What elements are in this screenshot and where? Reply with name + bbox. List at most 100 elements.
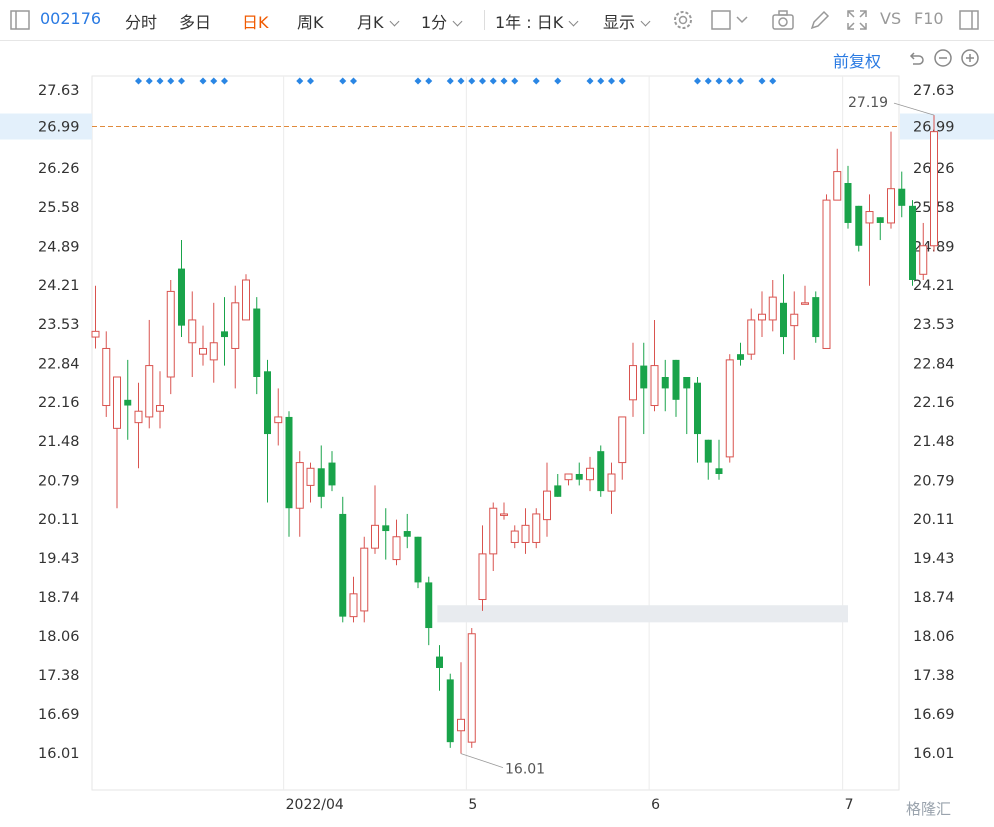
zoom-out-icon[interactable] [933,48,953,68]
zoom-in-icon[interactable] [960,48,980,68]
candle [865,194,874,286]
chevron-down-icon[interactable] [735,8,749,32]
ref-price-highlight [0,113,92,140]
y-tick-label: 16.01 [38,746,80,762]
signal-marker [468,77,476,85]
candle-body [457,718,465,732]
candle [909,200,916,286]
stock-code[interactable]: 002176 [40,9,102,28]
y-tick-label: 22.84 [38,356,80,372]
candle [231,285,240,389]
vs-compare-button[interactable]: VS [880,9,902,28]
pen-draw-icon[interactable] [808,8,832,32]
candle-body [855,205,863,246]
candles [91,115,938,754]
panel-toggle-icon[interactable] [957,8,981,32]
candle-body [295,462,304,509]
candle [436,645,443,691]
settings-gear-icon[interactable] [671,8,695,32]
candle-body [629,365,637,401]
candle [209,302,218,383]
candle [371,485,379,554]
candle-body [898,188,906,206]
candle-body [930,131,938,247]
candle-body [758,313,766,321]
candle [780,274,787,355]
y-tick-label: 17.38 [913,668,955,684]
watermark: 格隆汇 [906,800,952,818]
candle [683,376,691,435]
candle-body [833,171,842,201]
candle [607,462,616,514]
tab-monthly-k[interactable]: 月K [357,9,398,33]
sidebar-toggle-icon[interactable] [8,8,32,32]
fullscreen-icon[interactable] [845,8,869,32]
signal-marker [489,77,497,85]
candle-body [887,188,895,224]
signal-marker [145,77,153,85]
candle [812,291,820,343]
candle-body [876,217,884,223]
candle [156,371,164,429]
candle [737,342,744,366]
candle [145,319,154,429]
candle [102,331,111,417]
candle [113,376,121,509]
candle [178,240,185,338]
candle-body [919,245,928,275]
candle [478,525,487,611]
candle [264,359,271,503]
tab-weekly-k[interactable]: 周K [297,13,324,32]
minute-selector[interactable]: 1分 [421,9,461,33]
signal-marker [511,77,519,85]
candle [242,274,250,321]
candle [349,576,358,623]
signal-marker [597,77,605,85]
y-tick-label: 18.74 [38,590,80,606]
max-price-label: 27.19 [848,95,888,111]
f10-button[interactable]: F10 [914,9,944,28]
y-axis-left: 27.63 26.99 26.26 25.58 24.89 24.21 23.53 22.84… [0,83,92,762]
gap-zone [437,605,848,623]
candle-body [607,473,616,492]
candle-body [780,302,787,338]
candle [489,502,498,571]
tab-intraday[interactable]: 分时 [125,13,158,32]
candle [661,359,669,412]
y-tick-label: 17.38 [38,668,80,684]
candle-body [618,416,627,464]
candle [510,525,519,549]
candle-body [790,313,799,327]
signal-marker [307,77,314,85]
signal-marker [199,77,207,85]
candle [586,456,594,492]
y-tick-label: 24.21 [38,278,80,294]
undo-icon[interactable] [906,48,926,68]
candle-body [392,536,401,561]
checkbox-icon[interactable] [709,8,733,32]
candle [532,508,541,549]
camera-icon[interactable] [771,8,795,32]
x-tick-label: 7 [845,797,854,813]
candlestick-chart[interactable]: 27.63 26.99 26.26 25.58 24.89 24.21 23.53 22.84… [0,41,994,827]
signal-marker [704,77,712,85]
tab-daily-k[interactable]: 日K [242,13,269,32]
y-tick-label: 20.11 [913,512,955,528]
candle [295,451,304,537]
signal-marker [694,77,701,85]
candle-body [382,525,390,532]
candle [403,513,411,549]
signal-marker [457,77,465,85]
candle [801,285,809,305]
price-adjust-toggle[interactable]: 前复权 [833,52,882,71]
signal-marker [414,77,422,85]
signal-marker [554,77,562,85]
candle-body [124,399,132,406]
range-selector[interactable]: 1年 : 日K [495,9,577,33]
annotations: 27.19 16.01 [92,95,935,778]
tab-multi-day[interactable]: 多日 [179,13,212,32]
candle [898,171,906,218]
display-menu[interactable]: 显示 [603,9,649,33]
y-tick-label: 21.48 [913,434,955,450]
y-tick-label: 27.63 [38,83,80,99]
